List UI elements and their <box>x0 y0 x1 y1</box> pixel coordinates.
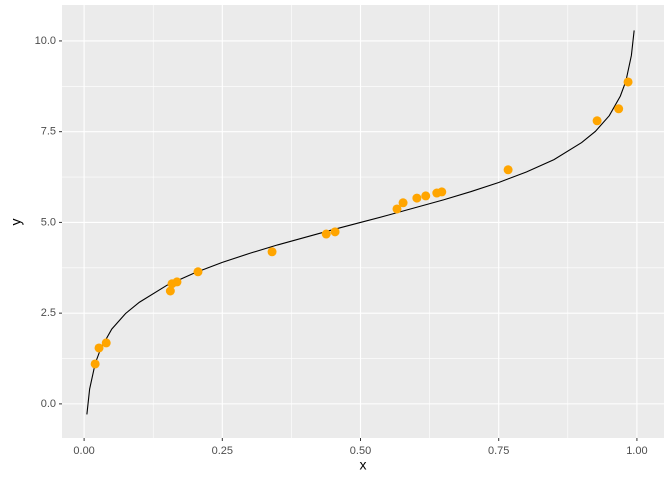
point <box>321 229 331 239</box>
point <box>412 193 422 203</box>
x-tick-label: 0.25 <box>212 445 233 457</box>
point <box>437 187 447 197</box>
x-tick-label: 1.00 <box>626 445 647 457</box>
point <box>94 343 104 353</box>
point <box>172 277 182 287</box>
x-tick-label: 0.75 <box>488 445 509 457</box>
point <box>90 359 100 369</box>
y-tick-label: 5.0 <box>41 216 56 228</box>
point <box>193 267 203 277</box>
x-axis-title: x <box>360 457 367 473</box>
point <box>614 104 624 114</box>
point <box>330 227 340 237</box>
point <box>421 191 431 201</box>
point <box>623 77 633 87</box>
y-tick-label: 7.5 <box>41 126 56 138</box>
point <box>165 286 175 296</box>
x-tick-label: 0.00 <box>73 445 94 457</box>
x-tick-label: 0.50 <box>350 445 371 457</box>
point <box>592 116 602 126</box>
point <box>503 165 513 175</box>
point <box>392 204 402 214</box>
point <box>267 247 277 257</box>
y-axis-title: y <box>8 219 24 226</box>
point <box>101 338 111 348</box>
point <box>398 198 408 208</box>
y-tick-label: 0.0 <box>41 398 56 410</box>
y-tick-label: 2.5 <box>41 307 56 319</box>
curve <box>86 30 635 415</box>
y-tick-label: 10.0 <box>35 35 56 47</box>
